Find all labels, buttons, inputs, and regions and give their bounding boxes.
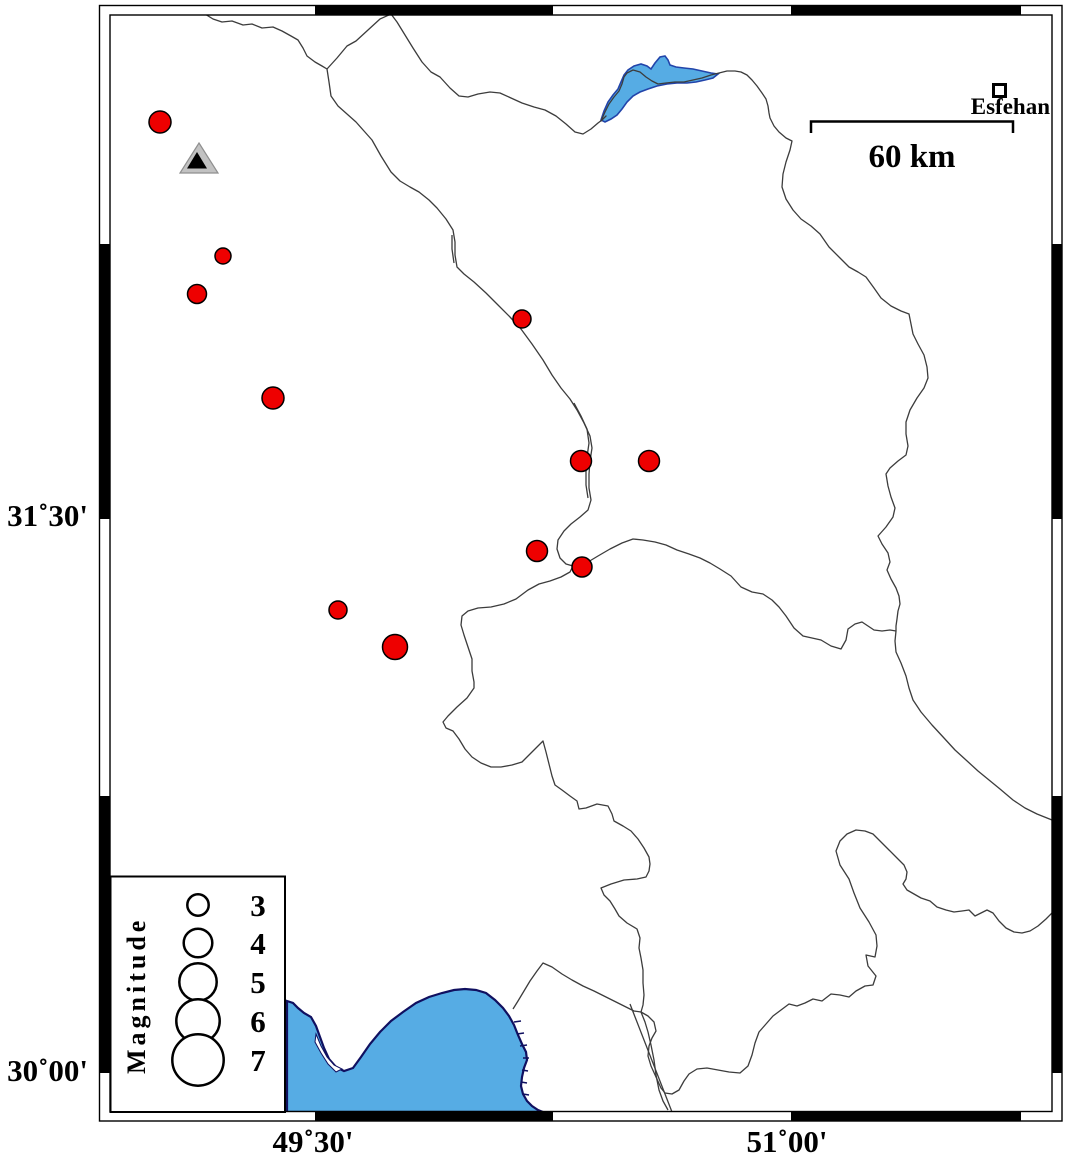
scale-bar-label: 60 km [868,139,956,175]
frame-outer [98,4,1063,1122]
frame-band-right [1052,244,1062,519]
epicenter-marker [525,539,549,563]
boundary-line [390,15,1052,821]
scale-bar [809,120,1015,133]
legend-value-label: 6 [250,1004,266,1039]
frame-inner [109,14,1053,1113]
epicenter-marker [328,600,348,620]
city-square-icon [992,83,1007,98]
legend-value-label: 7 [250,1043,266,1078]
boundary-line [205,15,328,70]
coast-hachure [513,1020,522,1023]
boundary-line [326,68,669,1111]
frame-band-top [315,5,553,15]
legend-title: Magnitude [122,916,151,1074]
frame-band-right [1052,796,1062,1073]
epicenter-marker [186,283,208,305]
boundary-line [640,829,1052,1095]
legend-circle-m7 [171,1033,225,1087]
gulf-notch [314,1032,344,1073]
lake [600,55,720,123]
lat-label-30-00: 30˚00' [7,1053,88,1088]
coast-hachure [521,1069,529,1072]
boundary-line [451,235,455,264]
boundary-line [326,15,391,70]
coast-hachure [520,1081,528,1084]
lat-label-31-30: 31˚30' [7,498,88,533]
frame-band-bottom [791,1111,1021,1121]
epicenter-marker [381,633,409,661]
legend-circle-m5 [178,962,218,1002]
boundary-line [512,962,642,1013]
epicenter-marker [148,110,172,134]
magnitude-legend: 34 5 6 7 [109,875,286,1113]
epicenter-marker [214,247,232,265]
water-bodies [285,55,720,1112]
lon-label-51-00: 51˚00' [746,1124,828,1159]
legend-value-label: 3 [250,888,266,923]
boundary-line [629,1003,673,1112]
map-boundaries [205,15,1052,1112]
epicenter-marker [569,449,593,473]
persian-gulf [285,987,544,1112]
map-frame [98,4,1063,1122]
boundary-line [573,402,590,499]
frame-band-left [99,796,110,1073]
epicenter-marker [512,309,532,329]
coast-hachure [522,1093,530,1096]
coast-hachure [519,1044,528,1047]
legend-value-label: 5 [250,965,266,1000]
boundary-line [572,538,897,650]
station-triangle [178,141,220,174]
epicenter-marker [637,449,661,473]
legend-circle-m3 [186,893,210,917]
frame-band-top [791,5,1021,15]
station-triangle-inner [187,152,207,169]
scale-bar-bracket [809,120,1015,133]
epicenter-marker [571,556,593,578]
city-marker-esfehan [992,83,1007,98]
coast-hachure [516,1032,525,1035]
city-label-esfehan: Esfehan [970,94,1050,119]
frame-band-bottom [315,1111,553,1121]
legend-circle-m4 [182,927,214,959]
frame-band-left [99,244,110,519]
epicenter-marker [261,386,285,410]
lon-label-49-30: 49˚30' [272,1124,354,1159]
epicenter-markers [148,110,661,661]
legend-value-label: 4 [250,926,266,961]
